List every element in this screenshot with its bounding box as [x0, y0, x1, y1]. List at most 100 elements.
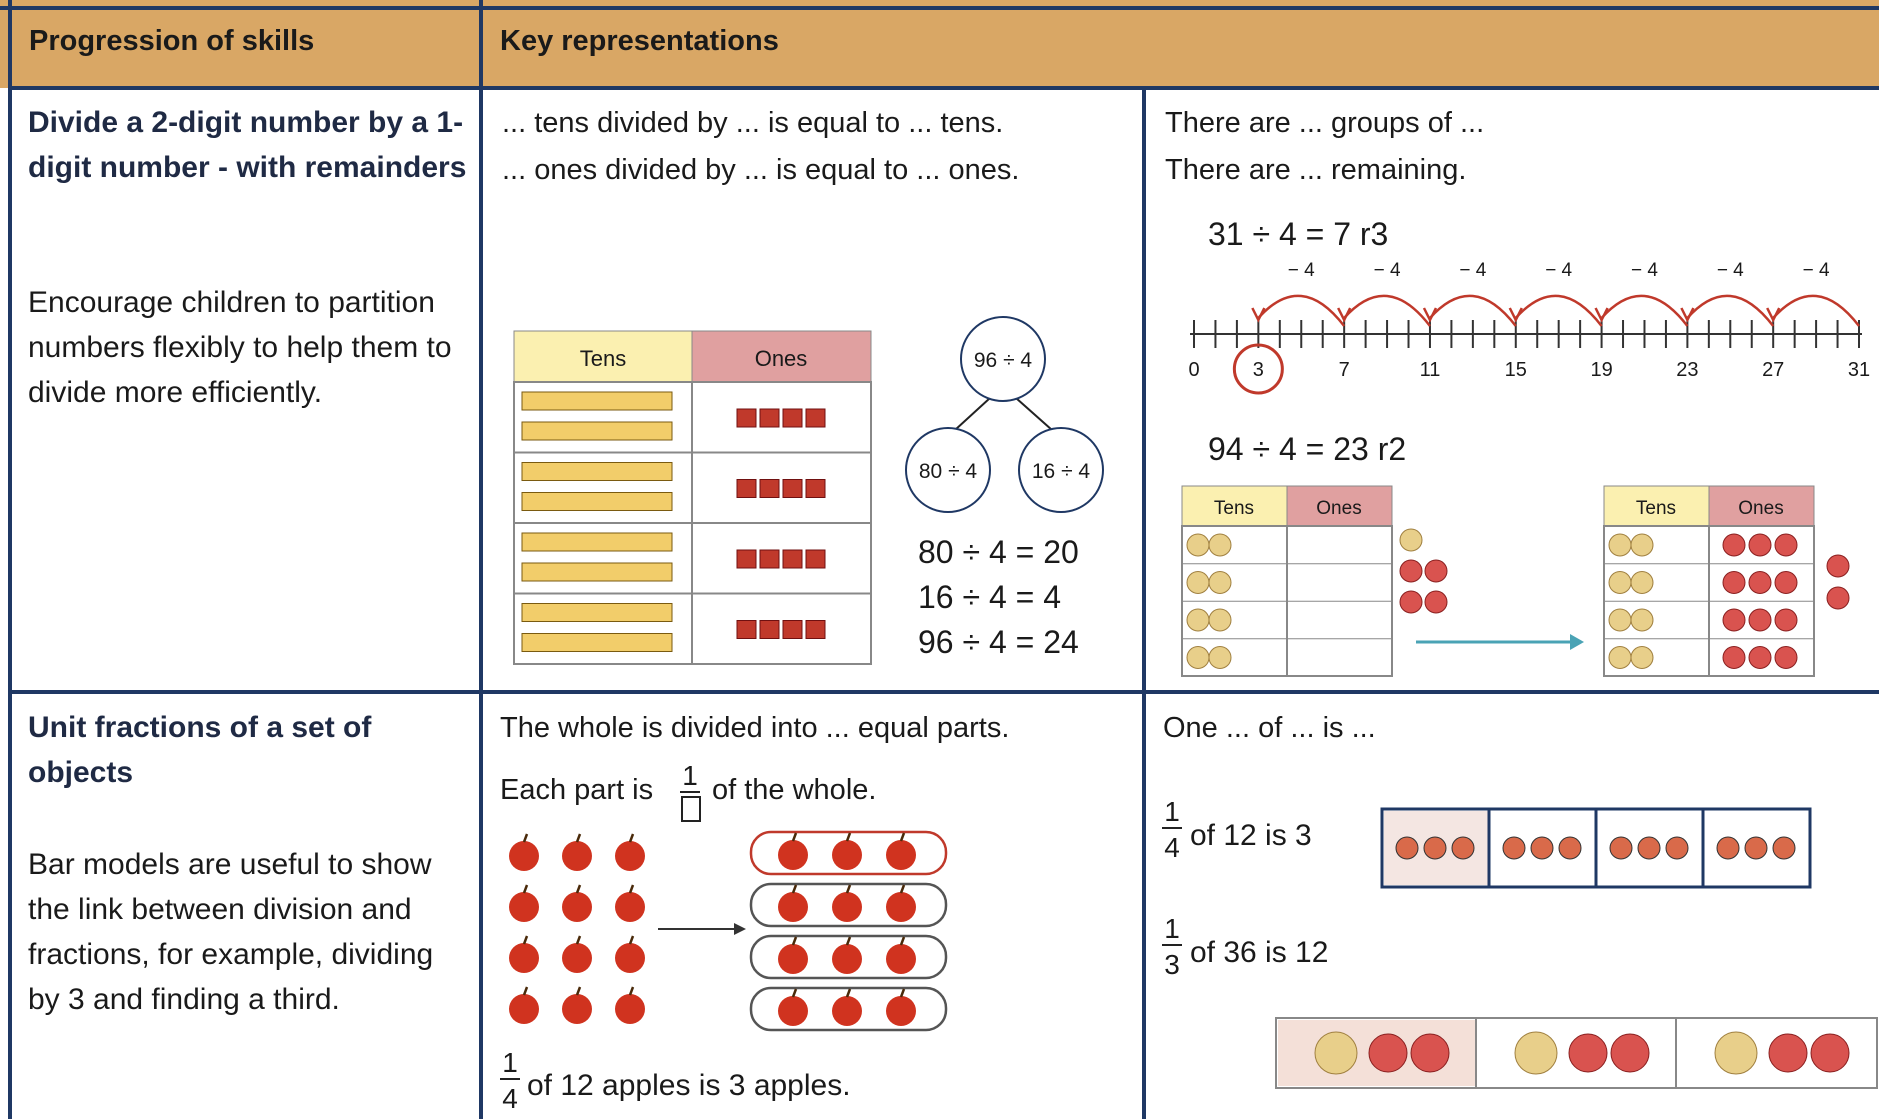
tens-counter — [1399, 528, 1423, 552]
apple-stem — [899, 884, 906, 894]
jump-label: − 4 — [1374, 260, 1401, 281]
ones-counter — [1399, 590, 1423, 614]
one-cube — [759, 408, 780, 428]
table-header: Ones — [755, 346, 808, 371]
ones-counter — [1610, 1033, 1650, 1073]
apple-stem — [791, 884, 798, 894]
apple-stem — [575, 986, 582, 996]
one-cube — [782, 620, 803, 639]
counter — [1530, 836, 1554, 860]
jump-arc — [1600, 294, 1689, 327]
counter — [1423, 836, 1447, 860]
header-text: Progression of skills — [29, 25, 314, 57]
tens-counter — [1630, 646, 1654, 669]
tree-node — [960, 316, 1046, 402]
counter — [1744, 836, 1768, 860]
header-text: Key representations — [500, 25, 779, 57]
jump-arc — [1772, 294, 1860, 327]
apple — [615, 841, 645, 871]
ones-counter — [1826, 554, 1850, 578]
equation: 31 ÷ 4 = 7 r3 — [1208, 216, 1388, 252]
skill-title: Unit fractions of a set of objects — [28, 711, 372, 789]
apple-stem — [899, 832, 906, 842]
equation: 96 ÷ 4 = 24 — [918, 624, 1079, 660]
ones-counter — [1826, 586, 1850, 610]
ones-counter — [1768, 1033, 1808, 1073]
pv-header — [1181, 485, 1288, 527]
apple-stem — [522, 833, 529, 843]
apple — [509, 994, 539, 1024]
apple — [562, 841, 592, 871]
ones-counter — [1722, 571, 1746, 594]
ones-counter — [1722, 608, 1746, 632]
counter — [1772, 836, 1796, 860]
counter — [1558, 836, 1582, 860]
tens-counter — [1208, 571, 1232, 594]
apple-stem — [845, 832, 852, 842]
equation: 80 ÷ 4 = 20 — [918, 534, 1079, 570]
number-label: 23 — [1676, 359, 1698, 381]
apple — [562, 943, 592, 973]
apple-stem — [628, 935, 635, 945]
tree-line — [954, 397, 991, 431]
answer-circle — [1232, 343, 1284, 395]
ten-rod — [521, 462, 673, 481]
apple-stem — [522, 884, 529, 894]
number-label: 3 — [1253, 359, 1264, 381]
skill-text: Encourage children to partition numbers … — [28, 286, 452, 409]
tree-label: 80 ÷ 4 — [919, 460, 978, 483]
jump-arc — [1514, 294, 1603, 327]
apple — [886, 840, 916, 870]
jump-arc — [1257, 294, 1346, 327]
table-header: Ones — [1738, 498, 1783, 519]
tens-counter — [1186, 533, 1210, 557]
ones-counter — [1722, 646, 1746, 669]
apple-stem — [522, 986, 529, 996]
ones-counter — [1748, 646, 1772, 669]
ones-counter — [1424, 590, 1448, 614]
ones-counter — [1748, 608, 1772, 632]
apple — [562, 994, 592, 1024]
equation: 94 ÷ 4 = 23 r2 — [1208, 431, 1406, 467]
jump-label: − 4 — [1717, 260, 1744, 281]
jump-label: − 4 — [1459, 260, 1486, 281]
one-cube — [736, 479, 757, 498]
tree-label: 16 ÷ 4 — [1032, 460, 1091, 483]
table-header: Tens — [580, 346, 626, 371]
number-label: 31 — [1848, 359, 1870, 381]
one-cube — [782, 479, 803, 498]
sentence: The whole is divided into ... equal part… — [500, 712, 1009, 744]
equation: 16 ÷ 4 = 4 — [918, 579, 1061, 615]
apple — [886, 996, 916, 1026]
one-cube — [759, 479, 780, 498]
tens-counter — [1608, 571, 1632, 594]
fraction-denominator: 3 — [1164, 949, 1180, 980]
ones-counter — [1774, 608, 1798, 632]
pv-header — [691, 330, 872, 383]
fraction-denominator: 4 — [502, 1083, 518, 1114]
ones-counter — [1722, 533, 1746, 557]
ones-counter — [1368, 1033, 1408, 1073]
tens-counter — [1630, 533, 1654, 557]
apple — [509, 892, 539, 922]
ten-rod — [521, 603, 673, 622]
jump-label: − 4 — [1288, 260, 1315, 281]
counter — [1665, 836, 1689, 860]
apple-stem — [575, 935, 582, 945]
jump-head — [1422, 307, 1438, 323]
apple-stem — [899, 936, 906, 946]
tens-counter — [1630, 571, 1654, 594]
ten-rod — [521, 421, 673, 441]
one-cube — [782, 408, 803, 428]
one-cube — [736, 549, 757, 569]
ten-rod — [521, 391, 673, 411]
fraction-numerator: 1 — [1164, 796, 1180, 827]
header-band — [0, 0, 1879, 88]
apple — [886, 944, 916, 974]
one-cube — [805, 479, 826, 498]
tree-node — [905, 427, 991, 513]
counter — [1609, 836, 1633, 860]
ones-counter — [1810, 1033, 1850, 1073]
sentence: ... tens divided by ... is equal to ... … — [502, 107, 1003, 139]
